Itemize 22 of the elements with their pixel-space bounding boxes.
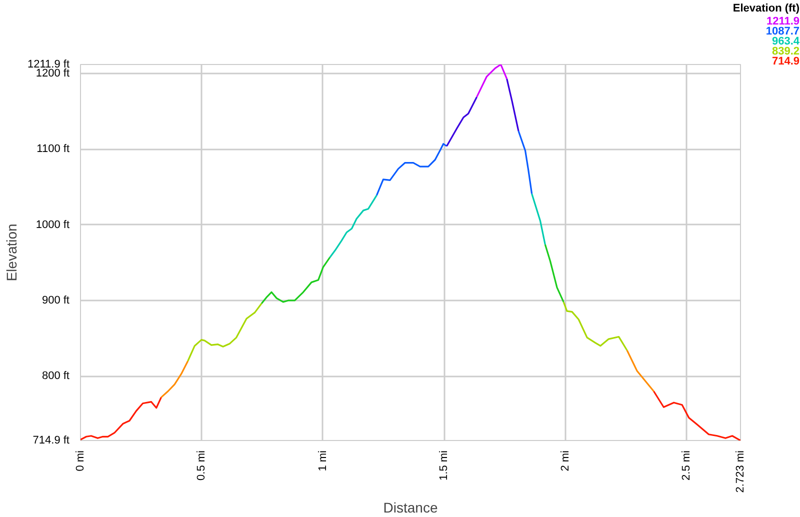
x-tick-label: 0.5 mi [196,450,208,480]
y-tick-label: 714.9 ft [32,434,70,446]
text: Elevation (ft) [732,2,800,14]
y-tick-label: 800 ft [42,370,70,382]
text: 1087.7 [766,26,800,38]
x-tick-label: 0 mi [74,450,86,472]
y-tick-label: 1000 ft [36,218,70,231]
y-tick-label: 900 ft [42,294,70,306]
y-axis-title: Elevation [4,224,20,282]
x-tick-label: 2.5 mi [680,450,692,480]
line-series [476,64,508,98]
text: 963.4 [772,36,800,48]
x-axis-title: Distance [383,500,438,516]
text: 839.2 [772,46,800,58]
text: 1211.9 [766,16,800,28]
x-tick-label: 2.723 mi [734,450,746,493]
x-tick-label: 1 mi [316,450,329,472]
x-tick-label: 1.5 mi [438,450,450,480]
y-tick-label: 1100 ft [36,143,70,156]
x-tick-label: 2 mi [559,450,572,472]
y-tick-label: 1200 ft [36,68,70,80]
text: 714.9 [772,56,800,68]
